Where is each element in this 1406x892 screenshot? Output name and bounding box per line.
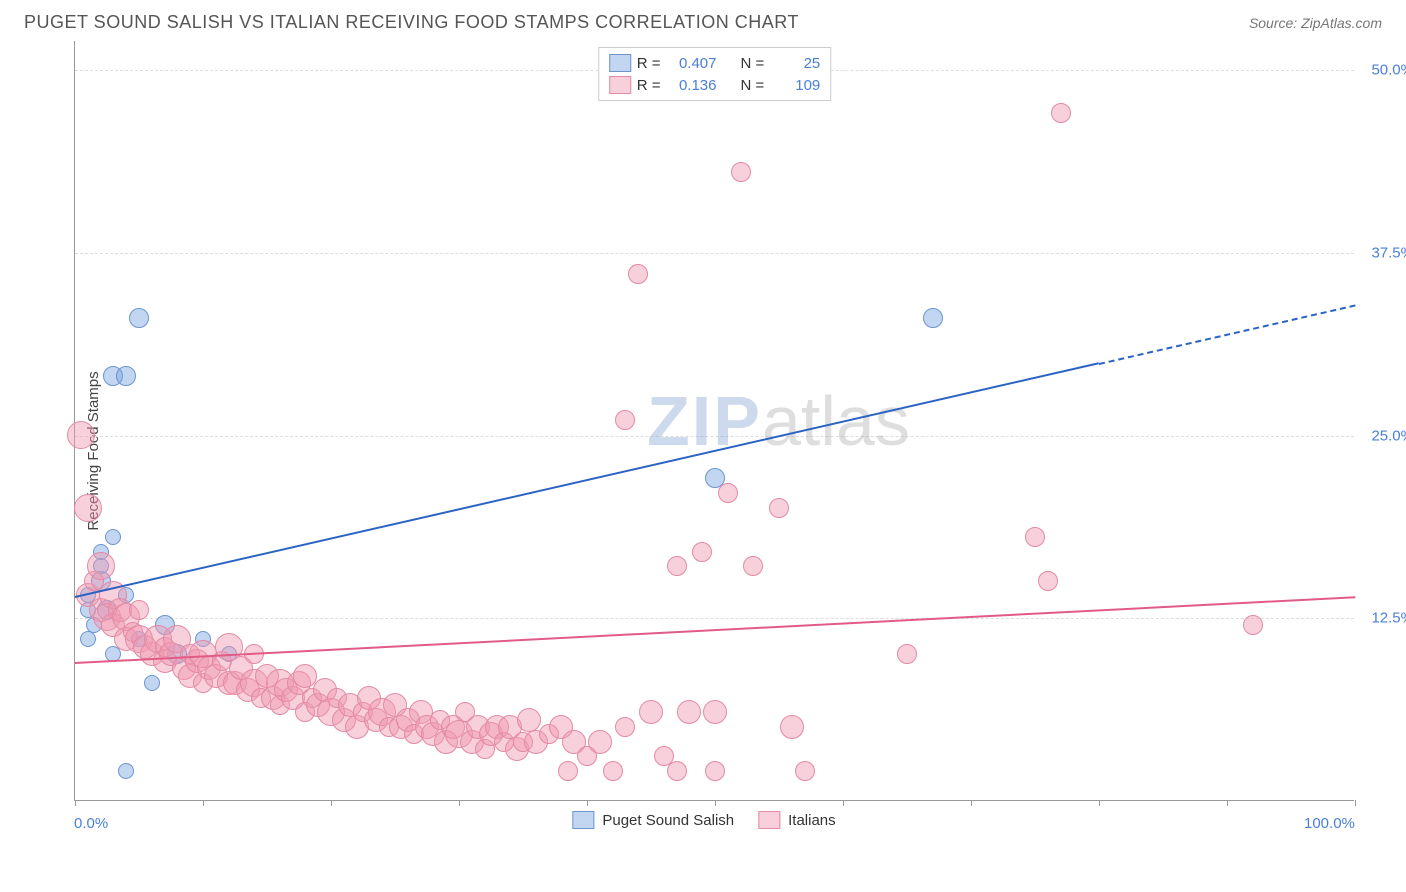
x-tick-label: 0.0% — [74, 815, 108, 832]
x-tick — [331, 800, 332, 806]
data-point — [129, 308, 149, 328]
x-tick — [1099, 800, 1100, 806]
data-point — [74, 494, 102, 522]
data-point — [558, 761, 578, 781]
x-tick — [203, 800, 204, 806]
data-point — [588, 730, 612, 754]
chart-source: Source: ZipAtlas.com — [1249, 15, 1382, 31]
legend-swatch — [609, 54, 631, 72]
data-point — [1025, 527, 1045, 547]
legend-row: R = 0.136 N = 109 — [609, 74, 821, 96]
y-tick-label: 25.0% — [1359, 427, 1406, 444]
legend-label: Puget Sound Salish — [602, 812, 734, 829]
data-point — [118, 763, 134, 779]
trendline — [75, 363, 1099, 599]
data-point — [628, 264, 648, 284]
data-point — [703, 700, 727, 724]
data-point — [603, 761, 623, 781]
legend-r-label: R = — [637, 55, 661, 72]
chart-header: PUGET SOUND SALISH VS ITALIAN RECEIVING … — [0, 0, 1406, 41]
legend-swatch — [572, 811, 594, 829]
gridline — [75, 618, 1354, 619]
data-point — [743, 556, 763, 576]
legend-n-value: 25 — [770, 55, 820, 72]
data-point — [718, 483, 738, 503]
legend-r-label: R = — [637, 77, 661, 94]
data-point — [67, 421, 95, 449]
data-point — [517, 708, 541, 732]
x-tick — [1227, 800, 1228, 806]
legend-label: Italians — [788, 812, 836, 829]
data-point — [116, 366, 136, 386]
data-point — [667, 556, 687, 576]
legend-correlation: R = 0.407 N = 25 R = 0.136 N = 109 — [598, 47, 832, 101]
legend-row: R = 0.407 N = 25 — [609, 52, 821, 74]
data-point — [705, 761, 725, 781]
data-point — [129, 600, 149, 620]
y-tick-label: 50.0% — [1359, 62, 1406, 79]
trendline — [75, 596, 1355, 664]
data-point — [769, 498, 789, 518]
data-point — [923, 308, 943, 328]
chart-title: PUGET SOUND SALISH VS ITALIAN RECEIVING … — [24, 12, 799, 33]
x-tick — [587, 800, 588, 806]
data-point — [692, 542, 712, 562]
legend-r-value: 0.136 — [667, 77, 717, 94]
data-point — [615, 717, 635, 737]
x-tick — [75, 800, 76, 806]
watermark-atlas: atlas — [762, 382, 910, 460]
legend-item: Italians — [758, 811, 836, 829]
legend-n-label: N = — [741, 55, 765, 72]
legend-n-label: N = — [741, 77, 765, 94]
legend-series: Puget Sound Salish Italians — [572, 811, 835, 829]
data-point — [1051, 103, 1071, 123]
legend-swatch — [758, 811, 780, 829]
x-tick — [971, 800, 972, 806]
watermark-zip: ZIP — [647, 382, 762, 460]
chart-area: Receiving Food Stamps ZIPatlas R =0.407N… — [24, 41, 1384, 861]
x-tick — [1355, 800, 1356, 806]
data-point — [677, 700, 701, 724]
legend-swatch — [609, 76, 631, 94]
legend-n-value: 109 — [770, 77, 820, 94]
data-point — [1038, 571, 1058, 591]
data-point — [615, 410, 635, 430]
data-point — [731, 162, 751, 182]
y-tick-label: 12.5% — [1359, 610, 1406, 627]
legend-item: Puget Sound Salish — [572, 811, 734, 829]
x-tick-label: 100.0% — [1304, 815, 1355, 832]
gridline — [75, 436, 1354, 437]
x-tick — [715, 800, 716, 806]
data-point — [897, 644, 917, 664]
y-tick-label: 37.5% — [1359, 244, 1406, 261]
data-point — [795, 761, 815, 781]
data-point — [667, 761, 687, 781]
data-point — [105, 529, 121, 545]
x-tick — [459, 800, 460, 806]
data-point — [80, 631, 96, 647]
watermark: ZIPatlas — [647, 381, 910, 461]
x-tick — [843, 800, 844, 806]
trendline — [1099, 304, 1355, 364]
data-point — [1243, 615, 1263, 635]
data-point — [780, 715, 804, 739]
gridline — [75, 253, 1354, 254]
data-point — [144, 675, 160, 691]
data-point — [639, 700, 663, 724]
legend-r-value: 0.407 — [667, 55, 717, 72]
data-point — [87, 552, 115, 580]
plot-region: ZIPatlas R =0.407N =25R =0.136N =109 12.… — [74, 41, 1354, 801]
